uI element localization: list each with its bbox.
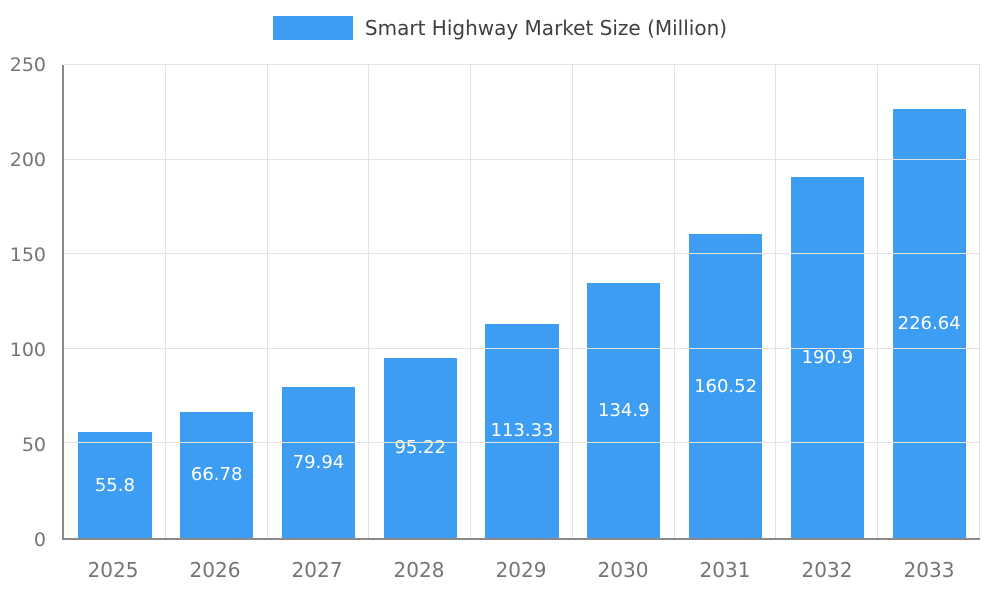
bar[interactable]: 79.94 — [281, 386, 356, 538]
vertical-gridline — [673, 65, 675, 538]
bar[interactable]: 134.9 — [587, 282, 661, 538]
chart-title: Smart Highway Market Size (Million) — [364, 16, 728, 40]
x-axis-tick-label: 2025 — [87, 558, 139, 582]
bar[interactable]: 113.33 — [485, 323, 559, 538]
bar-value-label: 55.8 — [94, 474, 135, 496]
vertical-gridline — [775, 65, 777, 538]
y-axis-tick-label: 250 — [9, 54, 46, 76]
horizontal-gridline — [64, 158, 980, 160]
x-axis-tick-label: 2028 — [393, 558, 445, 582]
plot-area: 55.8 66.78 79.94 95.22 113.33 134.9 160.52 190.… — [62, 64, 980, 540]
bar-slot: 55.8 — [64, 65, 166, 538]
bar-slot: 66.78 — [166, 65, 268, 538]
chart-legend: Smart Highway Market Size (Million) — [0, 16, 1000, 40]
horizontal-gridline — [64, 253, 980, 255]
x-axis-tick-label: 2027 — [291, 558, 343, 582]
bar-slot: 95.22 — [369, 65, 471, 538]
vertical-gridline — [266, 65, 268, 538]
bar[interactable]: 226.64 — [892, 109, 966, 538]
bar-value-label: 134.9 — [598, 399, 650, 421]
horizontal-gridline — [64, 64, 980, 65]
bar-slot: 160.52 — [675, 65, 777, 538]
y-axis-tick-label: 150 — [9, 244, 46, 266]
legend-item[interactable]: Smart Highway Market Size (Million) — [272, 16, 728, 40]
x-axis: 2025 2026 2027 2028 2029 2030 2031 2032 2033 — [62, 558, 980, 582]
bar[interactable]: 66.78 — [180, 411, 254, 538]
bar-value-label: 95.22 — [394, 437, 446, 459]
vertical-gridline — [368, 65, 370, 538]
bar-slot: 190.9 — [776, 65, 878, 538]
legend-swatch-icon — [272, 16, 353, 40]
bar[interactable]: 95.22 — [383, 357, 457, 538]
x-axis-tick-label: 2029 — [495, 558, 547, 582]
x-axis-tick-label: 2033 — [903, 558, 955, 582]
bar-value-label: 66.78 — [190, 464, 243, 486]
bar-value-label: 79.94 — [292, 451, 345, 473]
horizontal-gridline — [64, 347, 980, 349]
vertical-gridline — [979, 65, 980, 538]
bar-slot: 113.33 — [471, 65, 573, 538]
bar-value-label: 113.33 — [490, 420, 554, 442]
bar[interactable]: 190.9 — [790, 176, 864, 538]
y-axis-tick-label: 100 — [9, 339, 46, 361]
bar-value-label: 190.9 — [801, 346, 854, 368]
x-axis-tick-label: 2026 — [189, 558, 241, 582]
vertical-gridline — [571, 65, 573, 538]
horizontal-gridline — [64, 442, 980, 444]
x-axis-tick-label: 2032 — [801, 558, 853, 582]
y-axis-tick-label: 0 — [33, 529, 46, 551]
bar-value-label: 226.64 — [897, 313, 961, 335]
x-axis-tick-label: 2031 — [699, 558, 751, 582]
x-axis-tick-label: 2030 — [597, 558, 649, 582]
vertical-gridline — [470, 65, 472, 538]
bar-value-label: 160.52 — [694, 375, 758, 397]
bar-slot: 79.94 — [268, 65, 370, 538]
y-axis: 0 50 100 150 200 250 — [0, 54, 54, 551]
vertical-gridline — [164, 65, 166, 538]
bar-slot: 226.64 — [878, 65, 980, 538]
bar-series: 55.8 66.78 79.94 95.22 113.33 134.9 160.52 190.… — [64, 65, 980, 538]
y-axis-tick-label: 50 — [21, 434, 46, 456]
bar-slot: 134.9 — [573, 65, 675, 538]
bar[interactable]: 160.52 — [688, 234, 763, 538]
y-axis-tick-label: 200 — [9, 149, 46, 171]
bar[interactable]: 55.8 — [78, 432, 152, 538]
vertical-gridline — [877, 65, 879, 538]
